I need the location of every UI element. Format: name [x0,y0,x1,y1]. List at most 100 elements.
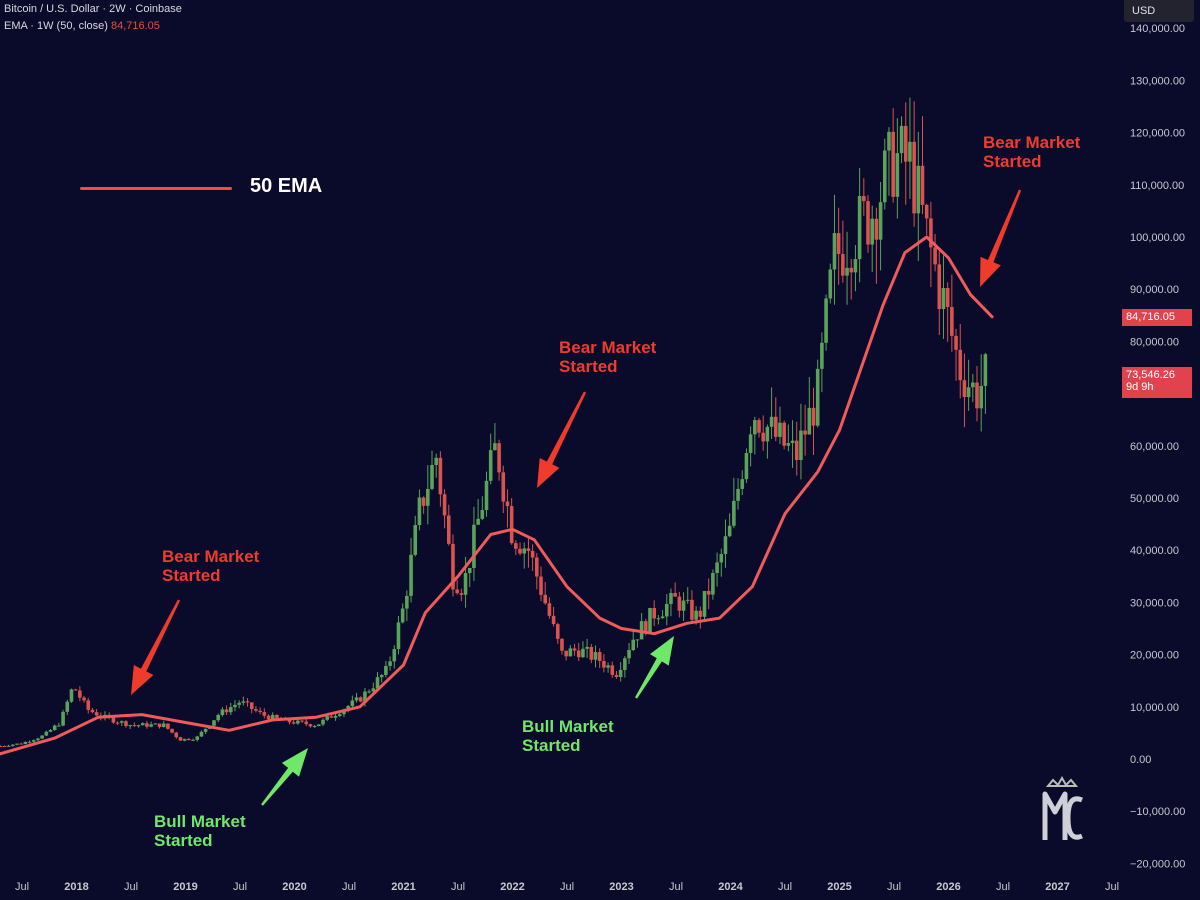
candle-body [467,567,472,574]
annotation-line: Bear Market [162,547,260,566]
candle-body [807,407,812,435]
candle-body [539,576,543,595]
bull-arrow-icon [261,748,308,806]
candle-body [124,721,128,727]
candle-body [36,738,40,741]
x-tick-label: 2020 [282,881,306,893]
candle-body [719,554,724,563]
candle-body [627,650,631,659]
indicator-name: EMA · 1W (50, close) [4,20,108,32]
x-tick-label: Jul [778,881,792,893]
candle-body [769,416,774,427]
candle-body [555,624,560,639]
candle-body [836,233,841,255]
candle-body [136,725,141,727]
candle-body [426,488,430,506]
x-tick-label: 2024 [718,881,743,893]
candle-body [329,716,334,718]
candle-body [275,714,279,718]
candle-body [694,610,698,620]
candle-body [480,510,485,519]
candle-body [832,233,837,270]
candle-body [799,430,803,461]
candle-body [321,719,325,725]
candle-body [31,740,36,742]
candle-body [815,368,820,426]
candle-body [933,247,937,265]
candle-body [761,432,765,442]
candle-body [128,725,132,727]
candle-body [2,745,7,747]
candle-body [157,723,162,728]
candle-body [501,472,506,502]
candle-body [375,677,380,689]
candle-body [350,700,355,707]
candle-body [312,726,317,728]
ema-layer [0,235,994,756]
candle-body [509,506,514,544]
candle-body [262,712,267,716]
candle-body [258,710,262,713]
candle-body [333,715,338,718]
candle-body [203,728,208,732]
x-tick-label: Jul [342,881,356,893]
candle-body [790,440,795,444]
candle-body [669,592,673,604]
candle-body [794,440,799,461]
candle-body [505,501,510,507]
legend-line [80,187,232,190]
candle-body [90,709,95,713]
annotation-line: Started [983,152,1042,171]
candle-body [388,661,392,666]
candle-body [644,621,648,633]
candle-body [535,557,539,577]
candle-body [363,691,367,702]
candle-body [908,141,912,162]
candle-body [753,420,757,435]
annotation-line: Started [154,831,213,850]
candle-body [455,589,459,594]
y-tick-label: 60,000.00 [1130,441,1179,453]
candle-body [346,706,350,710]
bear-arrow-icon [537,391,587,488]
candle-body [86,700,91,710]
candle-body [702,590,707,617]
candle-body [568,648,573,657]
candle-body [291,722,296,724]
candle-body [866,201,870,245]
candle-body [530,550,535,558]
candle-body [950,306,954,336]
candle-body [849,267,854,273]
candle-body [6,745,11,747]
candle-body [463,573,468,595]
candle-body [572,648,577,651]
candle-body [514,543,518,549]
candle-body [656,618,661,620]
candle-body [266,715,271,720]
candle-body [212,720,216,726]
candle-body [706,590,711,595]
candle-body [899,125,904,154]
bull-arrow-icon [635,636,674,699]
candle-body [488,450,493,481]
candle-body [434,457,438,465]
candle-body [585,646,589,649]
legend-label: 50 EMA [250,175,323,197]
candle-body [392,649,397,662]
candle-body [958,349,963,381]
candle-body [937,264,942,310]
candle-body [606,665,610,668]
candle-body [10,744,15,746]
currency-button[interactable]: USD [1124,0,1194,22]
annotation-line: Bull Market [522,717,614,736]
candle-body [786,443,791,446]
candle-body [430,464,434,489]
x-tick-label: Jul [669,881,683,893]
candle-body [543,594,547,604]
candle-body [673,592,677,597]
candle-body [945,288,950,307]
candle-body [132,725,137,727]
symbol-title: Bitcoin / U.S. Dollar · 2W · Coinbase [4,3,182,15]
